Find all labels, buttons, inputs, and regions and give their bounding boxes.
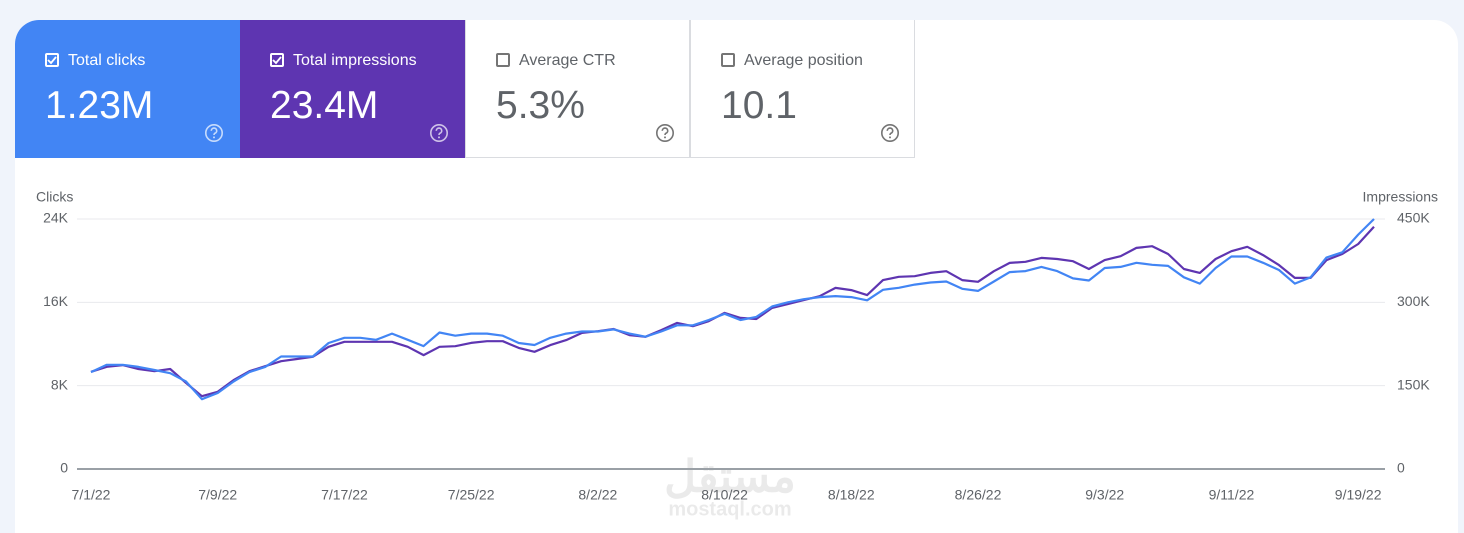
help-icon[interactable] <box>880 123 900 143</box>
watermark: مستقل <box>664 453 796 502</box>
checkbox[interactable] <box>496 53 510 67</box>
x-tick-label: 7/1/22 <box>72 487 111 503</box>
card-value: 10.1 <box>721 84 797 127</box>
y2-tick-label: 300K <box>1397 293 1430 309</box>
x-tick-label: 9/3/22 <box>1085 487 1124 503</box>
help-circle <box>656 124 674 142</box>
y2-tick-label: 0 <box>1397 460 1405 476</box>
checkbox[interactable] <box>45 53 59 67</box>
x-tick-label: 7/17/22 <box>321 487 368 503</box>
metric-card[interactable]: Average CTR 5.3% <box>465 20 690 158</box>
help-dot <box>213 136 215 139</box>
card-title: Total impressions <box>293 52 417 69</box>
y2-tick-label: 450K <box>1397 210 1430 226</box>
help-icon[interactable] <box>655 123 675 143</box>
x-tick-label: 8/18/22 <box>828 487 875 503</box>
help-circle <box>205 124 223 142</box>
x-tick-label: 9/19/22 <box>1335 487 1382 503</box>
x-tick-label: 7/9/22 <box>198 487 237 503</box>
help-circle <box>430 124 448 142</box>
card-title: Average position <box>744 52 863 69</box>
series-line <box>90 226 1375 398</box>
help-dot <box>664 136 666 139</box>
metric-card[interactable]: Total clicks 1.23M <box>15 20 240 158</box>
y-axis-title: Clicks <box>36 189 73 205</box>
help-glyph <box>661 127 669 136</box>
y-tick-label: 8K <box>51 376 69 392</box>
help-icon[interactable] <box>429 123 449 143</box>
help-circle <box>881 124 899 142</box>
check-mark <box>272 56 282 65</box>
help-dot <box>889 136 891 139</box>
y-tick-label: 0 <box>60 460 68 476</box>
x-tick-label: 8/10/22 <box>701 487 748 503</box>
checkbox[interactable] <box>270 53 284 67</box>
card-value: 23.4M <box>270 84 379 127</box>
help-icon[interactable] <box>204 123 224 143</box>
card-value: 5.3% <box>496 84 585 127</box>
card-title: Average CTR <box>519 52 616 69</box>
x-tick-label: 9/11/22 <box>1209 487 1255 503</box>
y-tick-label: 16K <box>43 293 69 309</box>
x-tick-label: 8/2/22 <box>578 487 617 503</box>
checkbox[interactable] <box>721 53 735 67</box>
series-line <box>90 218 1375 401</box>
check-path <box>47 56 57 65</box>
performance-panel: Total clicks 1.23M Total impressions 23.4M A… <box>15 20 1458 533</box>
metric-card[interactable]: Average position 10.1 <box>690 20 915 158</box>
help-glyph <box>435 127 443 136</box>
x-tick-label: 8/26/22 <box>955 487 1002 503</box>
card-title: Total clicks <box>68 52 146 69</box>
help-glyph <box>210 127 218 136</box>
y-tick-label: 24K <box>43 210 69 226</box>
check-path <box>272 56 282 65</box>
x-tick-label: 7/25/22 <box>448 487 495 503</box>
help-dot <box>438 136 440 139</box>
watermark: mostaql.com <box>668 498 791 520</box>
card-value: 1.23M <box>45 84 154 127</box>
y2-axis-title: Impressions <box>1363 189 1438 205</box>
y2-tick-label: 150K <box>1397 376 1430 392</box>
metric-card[interactable]: Total impressions 23.4M <box>240 20 465 158</box>
help-glyph <box>886 127 894 136</box>
check-mark <box>47 56 57 65</box>
